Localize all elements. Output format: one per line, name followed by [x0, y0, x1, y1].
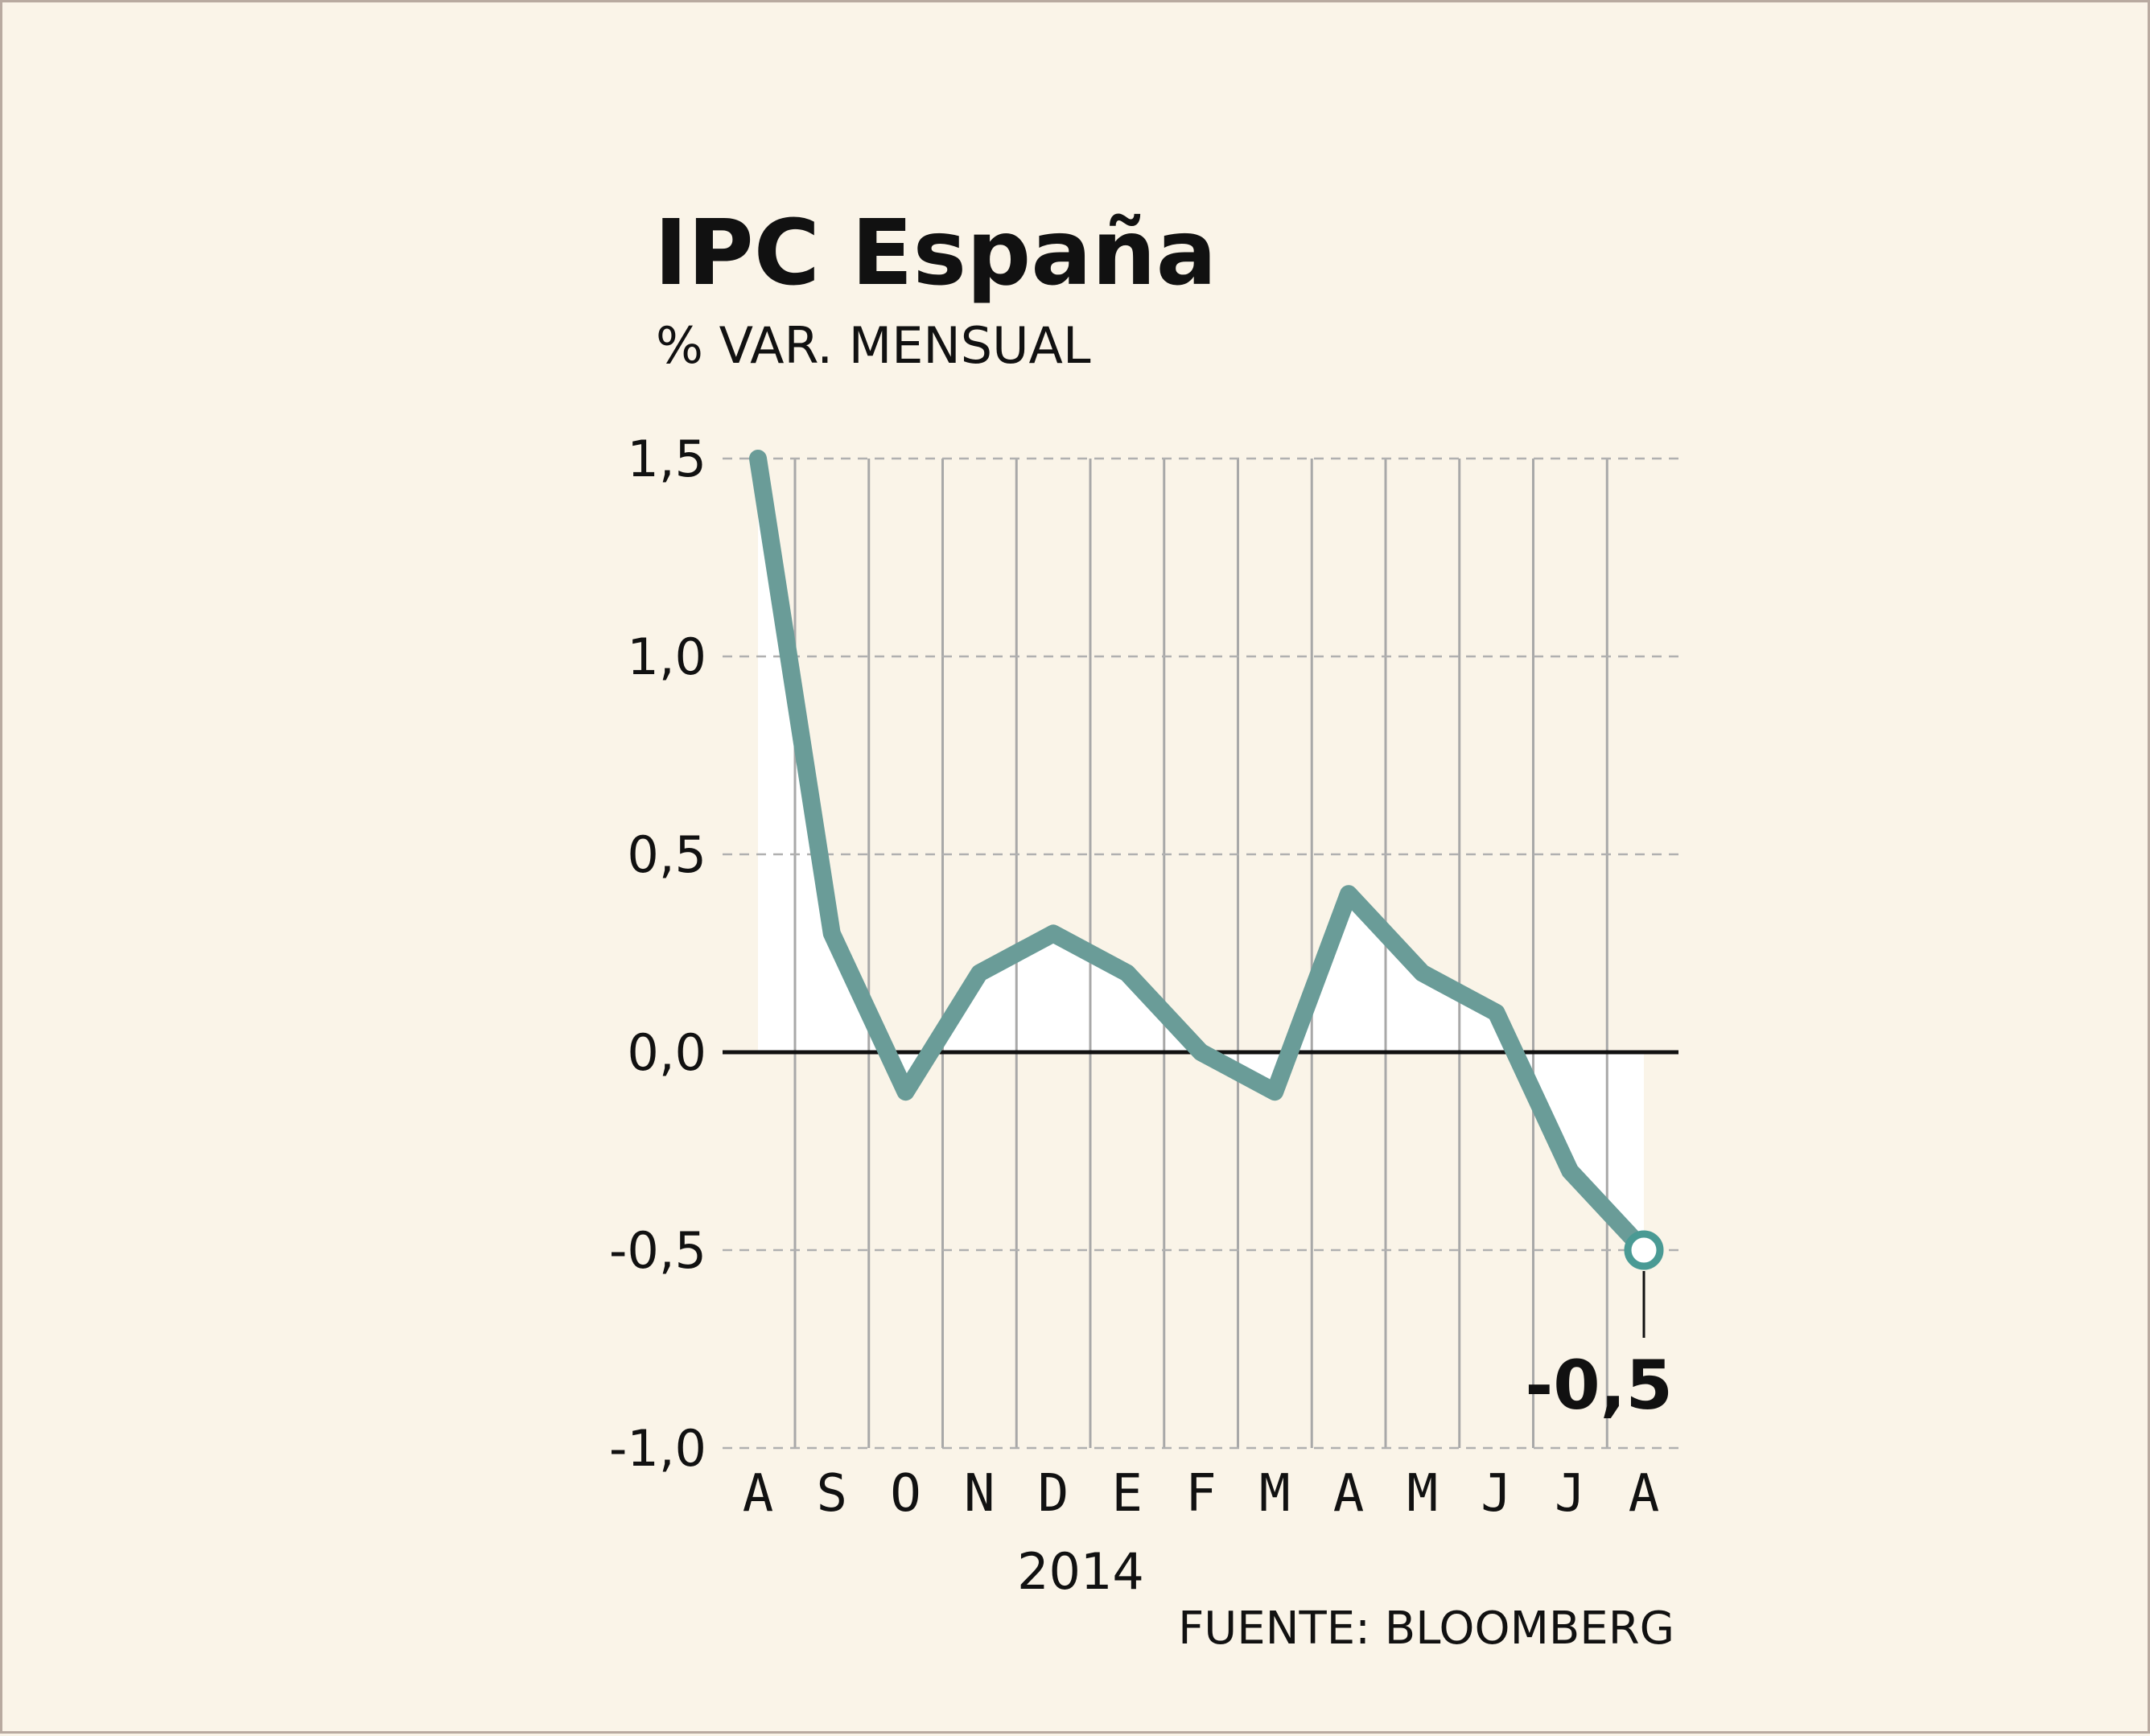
data-point [1420, 971, 1424, 975]
source-label: FUENTE: BLOOMBERG [1178, 1602, 1674, 1655]
x-axis-year-label: 2014 [1017, 1542, 1144, 1601]
data-point [978, 971, 982, 975]
data-point [1273, 1090, 1277, 1094]
grid-layer [723, 457, 1678, 1450]
data-point [1052, 932, 1055, 936]
data-point [1347, 892, 1350, 896]
chart-subtitle: % VAR. MENSUAL [656, 316, 1091, 375]
last-value-callout: -0,5 [1525, 1346, 1673, 1425]
x-tick-label: J [1555, 1464, 1586, 1524]
y-tick-label: 1,0 [627, 627, 706, 686]
y-tick-label: 0,5 [627, 825, 706, 884]
x-tick-label: A [1629, 1464, 1660, 1524]
x-tick-label: N [964, 1464, 995, 1524]
label-layer: -1,0-0,50,00,51,01,5A S O N D E F M A M J J A [609, 430, 1659, 1524]
y-tick-label: -1,0 [609, 1419, 706, 1478]
data-point [1568, 1169, 1572, 1173]
x-tick-label: J [1481, 1464, 1512, 1524]
data-point [756, 457, 760, 460]
y-tick-label: 1,5 [627, 430, 706, 488]
data-point [1199, 1051, 1203, 1054]
x-tick-label: S [816, 1464, 847, 1524]
x-tick-label: E [1111, 1464, 1143, 1524]
data-point [830, 932, 834, 936]
data-point [904, 1090, 908, 1094]
x-tick-label: F [1185, 1464, 1217, 1524]
data-point [1494, 1010, 1498, 1014]
y-tick-label: -0,5 [609, 1221, 706, 1280]
x-tick-label: A [743, 1464, 774, 1524]
x-tick-label: M [1407, 1464, 1438, 1524]
x-tick-label: A [1333, 1464, 1365, 1524]
x-tick-label: D [1038, 1464, 1069, 1524]
x-tick-label: M [1259, 1464, 1291, 1524]
x-tick-label: O [890, 1464, 921, 1524]
last-point-marker [1624, 1230, 1664, 1270]
chart-title: IPC España [654, 201, 1217, 306]
marker-layer [756, 457, 1664, 1338]
data-point [1125, 971, 1129, 975]
y-tick-label: 0,0 [627, 1023, 706, 1082]
